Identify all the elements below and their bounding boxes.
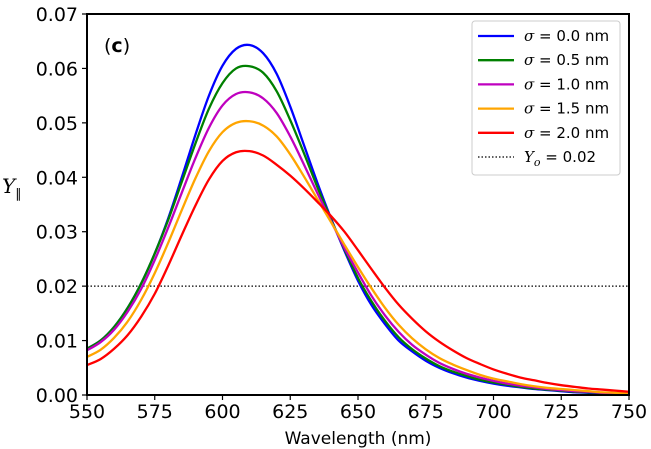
y-tick-labels: 0.00 0.01 0.02 0.03 0.04 0.05 0.06 0.07: [36, 4, 78, 407]
y-tick-label: 0.04: [36, 167, 78, 189]
y-tick-label: 0.02: [36, 276, 78, 298]
y-tick-label: 0.03: [36, 222, 78, 244]
legend-label-4: σ = 2.0 nm: [524, 124, 609, 142]
series-line-4: [86, 149, 630, 393]
y-tick-label: 0.07: [36, 4, 78, 26]
x-tick-label: 600: [204, 401, 240, 423]
x-tick-label: 575: [137, 401, 173, 423]
series-layer: [86, 43, 630, 396]
legend: σ = 0.0 nm σ = 0.5 nm σ = 1.0 nm σ = 1.5 nm…: [471, 20, 621, 176]
y-axis-label: Y∥: [2, 174, 22, 202]
legend-label-reference: Yo = 0.02: [524, 148, 596, 169]
x-tick-label: 750: [611, 401, 647, 423]
legend-label-2: σ = 1.0 nm: [524, 75, 609, 93]
y-tick-label: 0.01: [36, 331, 78, 353]
x-tick-label: 625: [272, 401, 308, 423]
legend-label-1: σ = 0.5 nm: [524, 51, 609, 69]
y-tick-label: 0.06: [36, 58, 78, 80]
y-tick-label: 0.00: [36, 385, 78, 407]
x-tick-label: 700: [475, 401, 511, 423]
x-axis-label: Wavelength (nm): [285, 429, 432, 449]
x-tick-label: 650: [340, 401, 376, 423]
panel-label: (c): [104, 35, 130, 57]
legend-label-3: σ = 1.5 nm: [524, 100, 609, 118]
y-tick-label: 0.05: [36, 113, 78, 135]
legend-label-0: σ = 0.0 nm: [524, 27, 609, 45]
x-tick-label: 550: [69, 401, 105, 423]
series-line-3: [86, 119, 630, 395]
axis-ticks: [82, 13, 630, 400]
x-tick-labels: 550 575 600 625 650 675 700 725 750: [69, 401, 647, 423]
x-tick-label: 675: [408, 401, 444, 423]
x-tick-label: 725: [543, 401, 579, 423]
